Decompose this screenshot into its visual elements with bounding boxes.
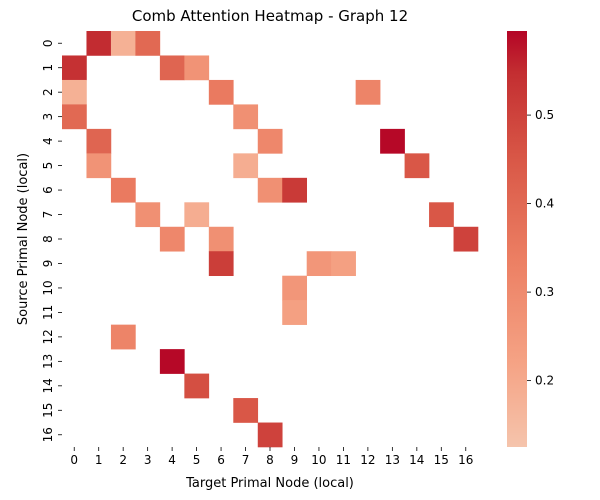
heatmap-cell [135, 202, 161, 228]
heatmap-cell [282, 177, 308, 203]
chart-title: Comb Attention Heatmap - Graph 12 [132, 7, 408, 25]
heatmap-cell [208, 79, 234, 105]
heatmap-cell [257, 177, 283, 203]
heatmap-cell [110, 324, 136, 350]
colorbar-tick-label: 0.5 [535, 108, 554, 122]
heatmap-cell [233, 104, 259, 130]
x-tick-label: 16 [458, 453, 473, 467]
heatmap-cell [110, 177, 136, 203]
colorbar-tick-label: 0.2 [535, 374, 554, 388]
y-tick-label: 9 [41, 260, 55, 268]
y-tick-label: 15 [41, 403, 55, 418]
x-tick-label: 11 [336, 453, 351, 467]
x-tick-label: 3 [144, 453, 152, 467]
heatmap-cell [306, 251, 332, 277]
x-tick-label: 15 [434, 453, 449, 467]
y-tick-label: 10 [41, 280, 55, 295]
heatmap-cell [62, 79, 87, 105]
y-tick-label: 0 [41, 39, 55, 47]
x-tick-label: 4 [168, 453, 176, 467]
x-tick-label: 12 [360, 453, 375, 467]
y-tick-label: 13 [41, 354, 55, 369]
heatmap-cell [282, 300, 308, 325]
y-tick-label: 16 [41, 427, 55, 442]
x-axis-ticks: 0 1 2 3 4 5 6 7 8 9 10 11 12 13 14 15 16 [70, 447, 473, 467]
colorbar [507, 31, 527, 447]
heatmap-cell [184, 373, 210, 399]
y-tick-label: 11 [41, 305, 55, 320]
heatmap-cell [86, 31, 112, 56]
heatmap-cell [159, 226, 185, 252]
y-axis-label: Source Primal Node (local) [16, 153, 31, 325]
x-tick-label: 13 [385, 453, 400, 467]
y-tick-label: 5 [41, 162, 55, 170]
heatmap-cell [86, 153, 112, 179]
heatmap-cell [257, 128, 283, 154]
colorbar-tick-label: 0.3 [535, 285, 554, 299]
heatmap-cell [453, 226, 479, 252]
heatmap-cell [208, 226, 234, 252]
colorbar-tick-label: 0.4 [535, 197, 554, 211]
x-axis-label: Target Primal Node (local) [185, 476, 354, 491]
heatmap-cell [62, 104, 87, 130]
heatmap-cells [62, 31, 479, 448]
y-tick-label: 8 [41, 235, 55, 243]
heatmap-cell [429, 202, 454, 228]
y-tick-label: 6 [41, 186, 55, 194]
heatmap-cell [184, 55, 210, 81]
y-tick-label: 1 [41, 64, 55, 72]
heatmap-cell [110, 31, 136, 56]
x-tick-label: 6 [217, 453, 225, 467]
heatmap-cell [380, 128, 405, 154]
heatmap-cell [184, 202, 210, 228]
y-tick-label: 3 [41, 113, 55, 121]
heatmap-cell [208, 251, 234, 277]
y-tick-label: 7 [41, 211, 55, 219]
heatmap-cell [86, 128, 112, 154]
heatmap-cell [159, 349, 185, 374]
x-tick-label: 14 [409, 453, 424, 467]
x-tick-label: 2 [119, 453, 127, 467]
x-tick-label: 7 [242, 453, 250, 467]
heatmap-cell [355, 79, 381, 105]
colorbar-ticks: 0.2 0.3 0.4 0.5 [527, 108, 554, 388]
y-tick-label: 14 [41, 378, 55, 393]
x-tick-label: 5 [193, 453, 201, 467]
x-tick-label: 1 [95, 453, 103, 467]
heatmap-cell [233, 398, 259, 423]
x-tick-label: 9 [291, 453, 299, 467]
heatmap-cell [257, 422, 283, 448]
heatmap-cell [404, 153, 430, 179]
y-tick-label: 4 [41, 137, 55, 145]
x-tick-label: 0 [70, 453, 78, 467]
y-tick-label: 12 [41, 329, 55, 344]
x-tick-label: 8 [266, 453, 274, 467]
heatmap-cell [233, 153, 259, 179]
heatmap-cell [331, 251, 356, 277]
heatmap-cell [62, 55, 87, 81]
heatmap-cell [135, 31, 161, 56]
y-tick-label: 2 [41, 88, 55, 96]
x-tick-label: 10 [311, 453, 326, 467]
heatmap-cell [282, 275, 308, 301]
heatmap-cell [159, 55, 185, 81]
